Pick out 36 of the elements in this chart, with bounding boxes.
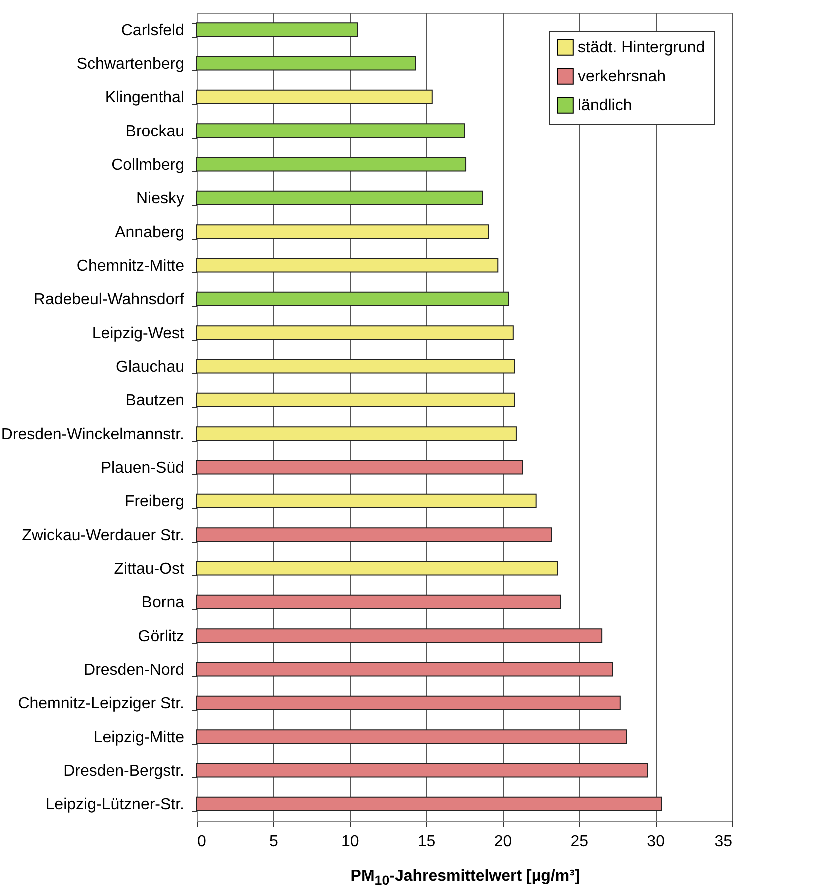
- legend-label: städt. Hintergrund: [578, 40, 706, 56]
- x-axis-title: PM$_{10}$-Jahresmittelwert [µg/m³]: [350, 868, 582, 888]
- y-tick-label: Schwartenberg: [76, 56, 184, 73]
- x-tick-label: 15: [418, 834, 436, 850]
- x-tick-label: 0: [198, 834, 206, 850]
- y-tick-label: Annaberg: [115, 224, 184, 242]
- y-tick-label: Plauen-Süd: [100, 460, 184, 477]
- y-tick-label: Radebeul-Wahnsdorf: [34, 292, 186, 309]
- y-tick-label: Chemnitz-Leipziger Str.: [18, 696, 184, 713]
- y-tick-label: Collmberg: [112, 157, 184, 174]
- y-tick-label: Klingenthal: [105, 90, 184, 107]
- y-tick-label: Zwickau-Werdauer Str.: [22, 527, 184, 544]
- y-tick-label: Dresden-Winckelmannstr.: [1, 426, 184, 444]
- y-tick-label: Bautzen: [126, 392, 184, 410]
- y-tick-label: Dresden-Nord: [84, 662, 184, 679]
- x-tick-label: 10: [341, 834, 360, 850]
- legend-label: ländlich: [578, 98, 632, 114]
- y-tick-label: Carlsfeld: [121, 22, 184, 40]
- x-tick-label: 30: [647, 834, 666, 850]
- y-tick-label: Zittau-Ost: [114, 561, 186, 578]
- x-tick-label: 20: [494, 834, 512, 850]
- x-tick-label: 25: [570, 834, 589, 850]
- y-tick-label: Leipzig-Lützner-Str.: [46, 796, 184, 814]
- y-tick-label: Dresden-Bergstr.: [64, 763, 184, 780]
- y-tick-label: Leipzig-Mitte: [94, 729, 185, 746]
- x-tick-label: 5: [269, 834, 278, 850]
- y-tick-label: Borna: [142, 594, 185, 612]
- y-tick-label: Brockau: [126, 123, 184, 140]
- y-tick-label: Glauchau: [116, 359, 184, 376]
- legend-label: verkehrsnah: [578, 68, 666, 86]
- y-tick-label: Görlitz: [138, 628, 184, 646]
- y-tick-label: Niesky: [136, 190, 184, 208]
- y-tick-label: Freiberg: [124, 494, 184, 511]
- y-tick-label: Leipzig-West: [92, 325, 186, 342]
- y-tick-label: Chemnitz-Mitte: [76, 258, 185, 275]
- x-tick-label: 35: [714, 834, 733, 850]
